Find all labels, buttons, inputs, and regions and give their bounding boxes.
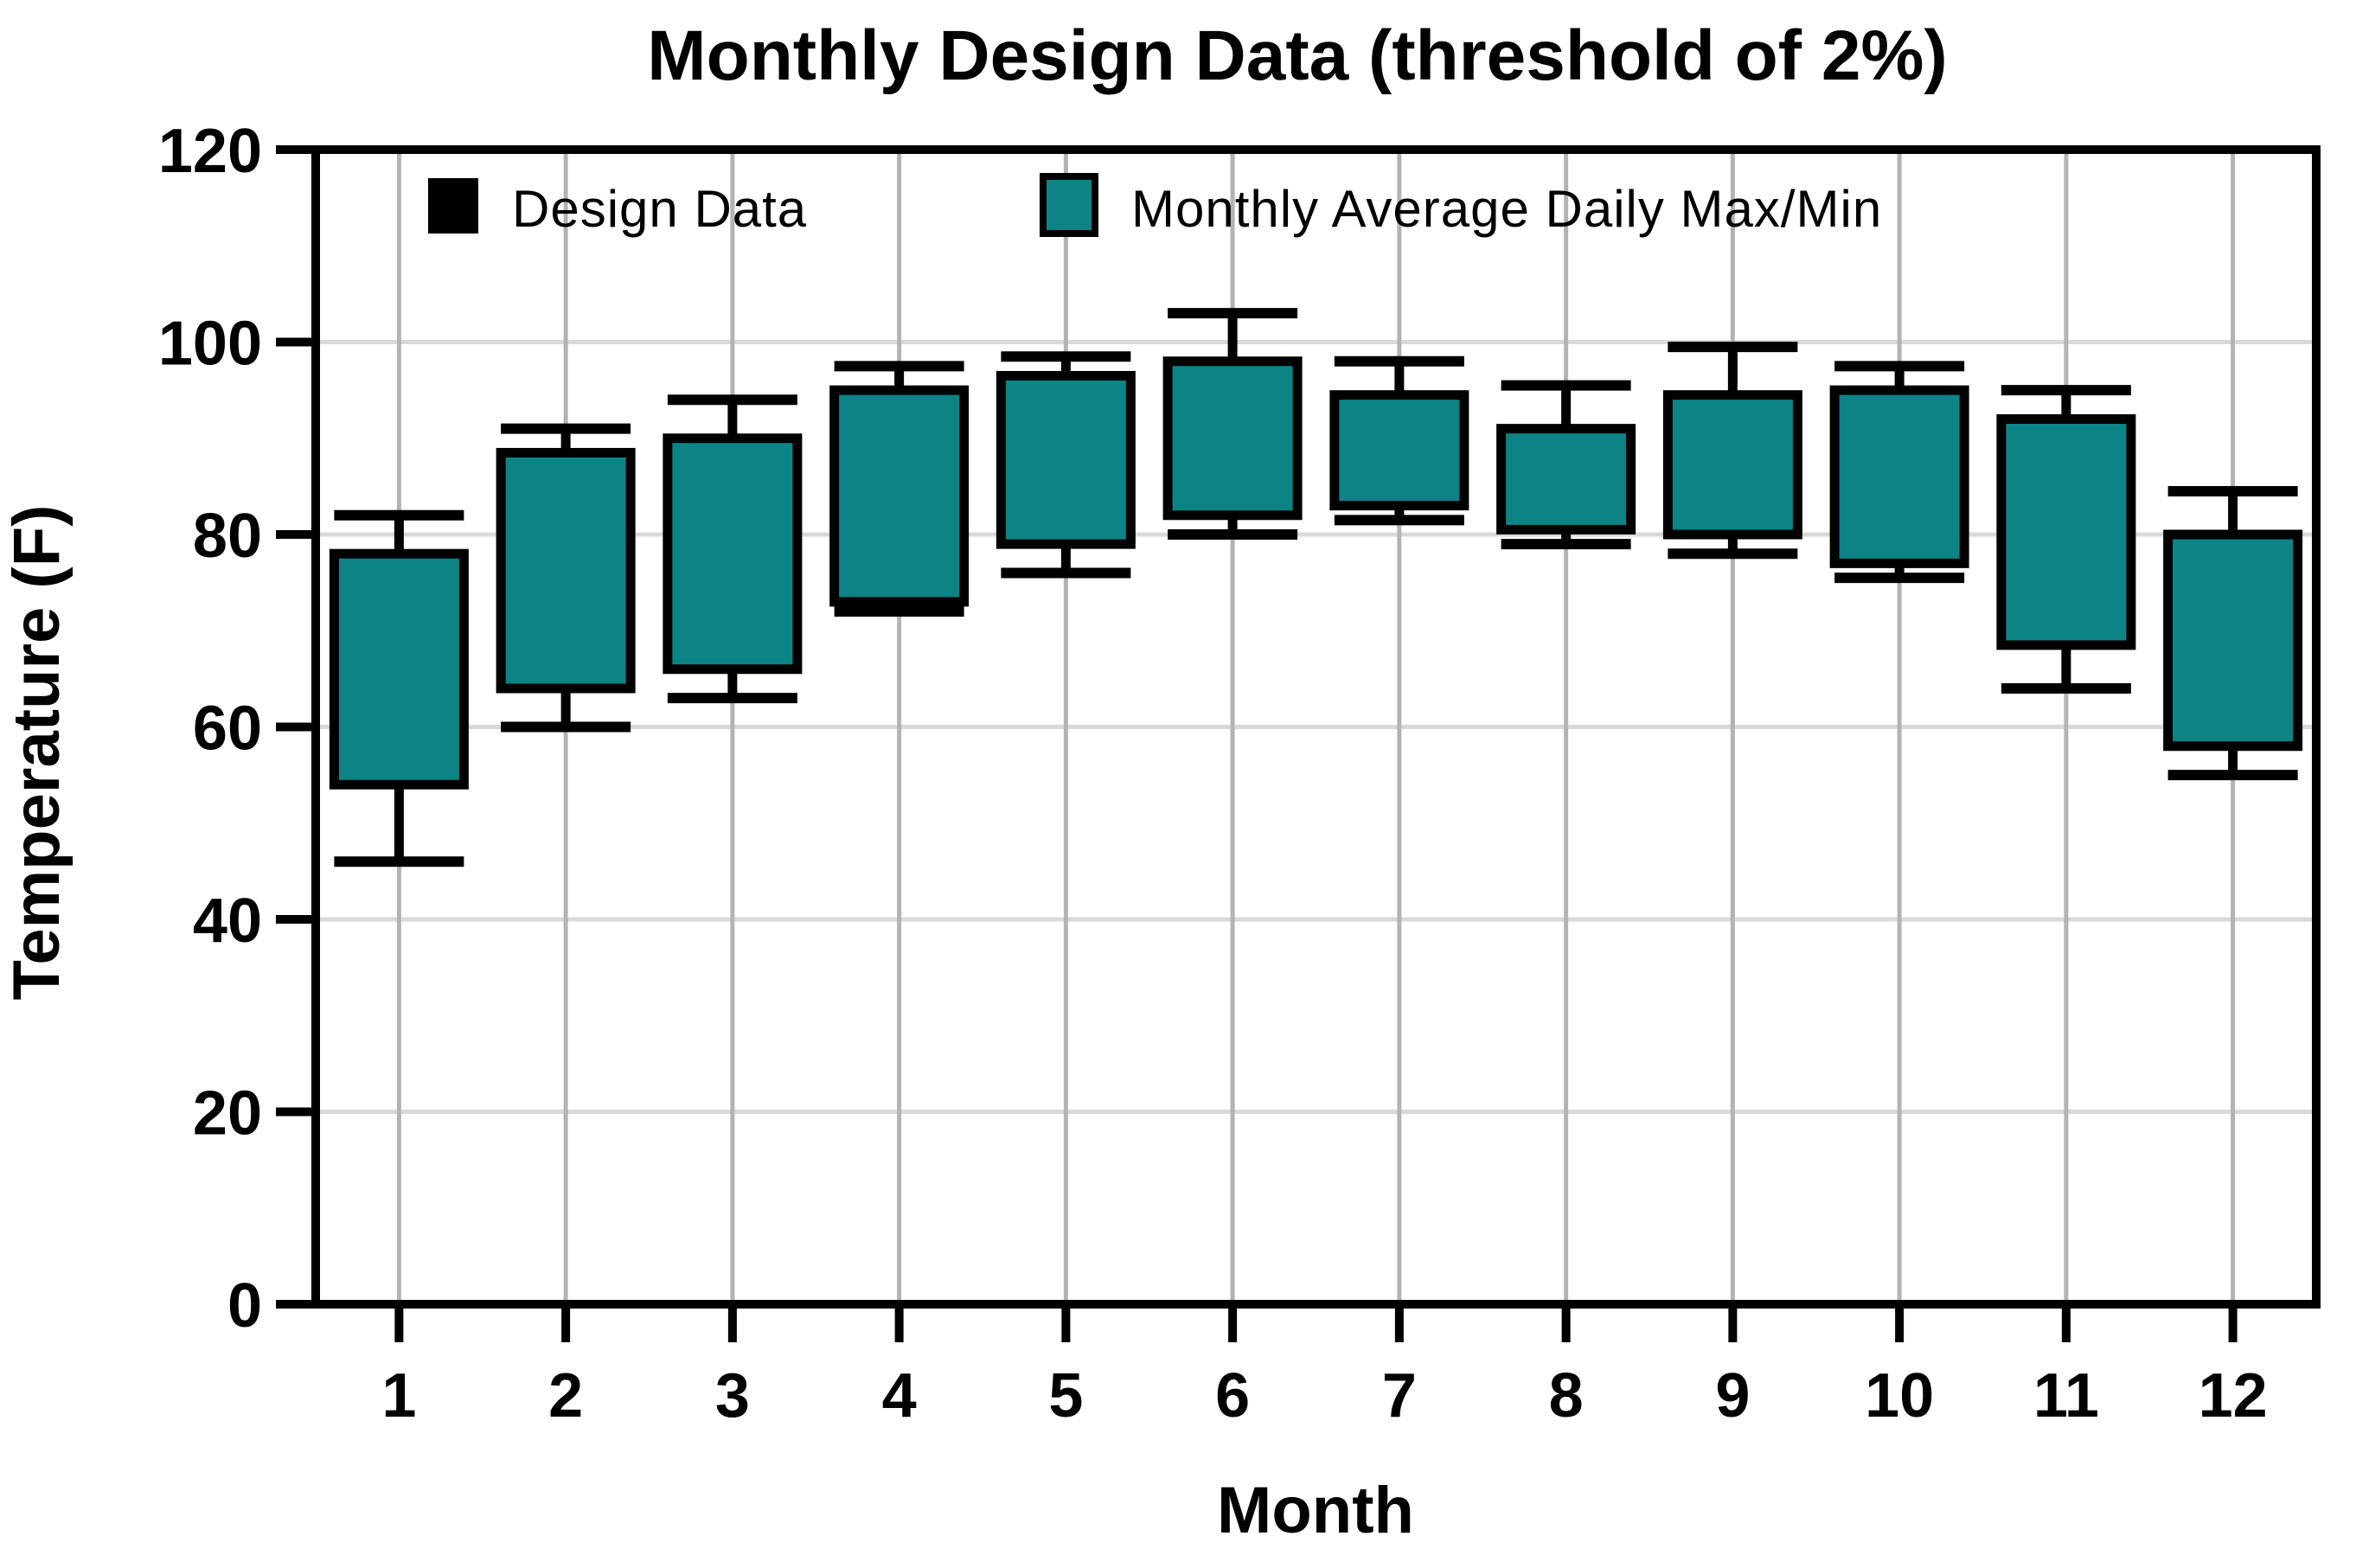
legend: Design Data Monthly Average Daily Max/Mi… bbox=[428, 173, 1882, 238]
avg-max-min-box-month-5 bbox=[996, 370, 1136, 549]
legend-label-design-data: Design Data bbox=[512, 180, 807, 238]
avg-max-min-box-month-10 bbox=[1829, 385, 1969, 568]
month-2-marks bbox=[496, 423, 636, 733]
x-tick-label: 3 bbox=[715, 1361, 750, 1430]
chart-title: Monthly Design Data (threshold of 2%) bbox=[647, 16, 1947, 95]
avg-max-min-box-month-3 bbox=[663, 433, 803, 675]
x-tick-label: 7 bbox=[1382, 1361, 1417, 1430]
avg-max-min-box-month-6 bbox=[1162, 356, 1303, 521]
legend-label-monthly-average: Monthly Average Daily Max/Min bbox=[1131, 180, 1882, 238]
month-8-marks bbox=[1496, 380, 1636, 550]
y-tick-label: 100 bbox=[158, 310, 262, 379]
month-9-marks bbox=[1662, 342, 1802, 560]
x-tick-label: 12 bbox=[2199, 1361, 2268, 1430]
avg-max-min-box-month-9 bbox=[1662, 390, 1802, 540]
y-tick-label: 0 bbox=[227, 1271, 262, 1341]
month-11-marks bbox=[1996, 385, 2136, 694]
y-axis-title: Temperature (F) bbox=[0, 505, 74, 1001]
y-tick-label: 20 bbox=[193, 1079, 262, 1149]
x-tick-label: 1 bbox=[381, 1361, 416, 1430]
x-tick-label: 9 bbox=[1715, 1361, 1750, 1430]
box-whisker-layer bbox=[329, 308, 2303, 867]
x-tick-label: 6 bbox=[1215, 1361, 1250, 1430]
month-5-marks bbox=[996, 351, 1136, 579]
x-tick-label: 8 bbox=[1549, 1361, 1584, 1430]
month-10-marks bbox=[1829, 361, 1969, 584]
month-1-marks bbox=[329, 509, 469, 867]
y-tick-label: 60 bbox=[193, 694, 262, 764]
x-tick-label: 4 bbox=[882, 1361, 917, 1430]
avg-max-min-box-month-8 bbox=[1496, 424, 1636, 534]
avg-max-min-box-month-12 bbox=[2163, 529, 2303, 752]
y-tick-label: 120 bbox=[158, 117, 262, 186]
y-tick-label: 40 bbox=[193, 886, 262, 956]
avg-max-min-box-month-4 bbox=[829, 385, 970, 607]
month-3-marks bbox=[663, 394, 803, 704]
x-tick-label: 5 bbox=[1048, 1361, 1083, 1430]
avg-max-min-box-month-11 bbox=[1996, 414, 2136, 650]
x-tick-label: 10 bbox=[1865, 1361, 1934, 1430]
x-tick-label: 11 bbox=[2033, 1361, 2099, 1430]
avg-max-min-box-month-2 bbox=[496, 447, 636, 694]
legend-swatch-monthly-average bbox=[1040, 173, 1098, 237]
month-7-marks bbox=[1329, 355, 1469, 526]
legend-swatch-design-data bbox=[428, 178, 478, 234]
avg-max-min-box-month-7 bbox=[1329, 390, 1469, 511]
avg-max-min-box-month-1 bbox=[329, 548, 469, 790]
month-6-marks bbox=[1162, 308, 1303, 540]
month-4-marks bbox=[829, 361, 970, 617]
y-tick-label: 80 bbox=[193, 502, 262, 571]
x-tick-label: 2 bbox=[548, 1361, 583, 1430]
x-axis-title: Month bbox=[1217, 1474, 1414, 1547]
month-12-marks bbox=[2163, 485, 2303, 781]
